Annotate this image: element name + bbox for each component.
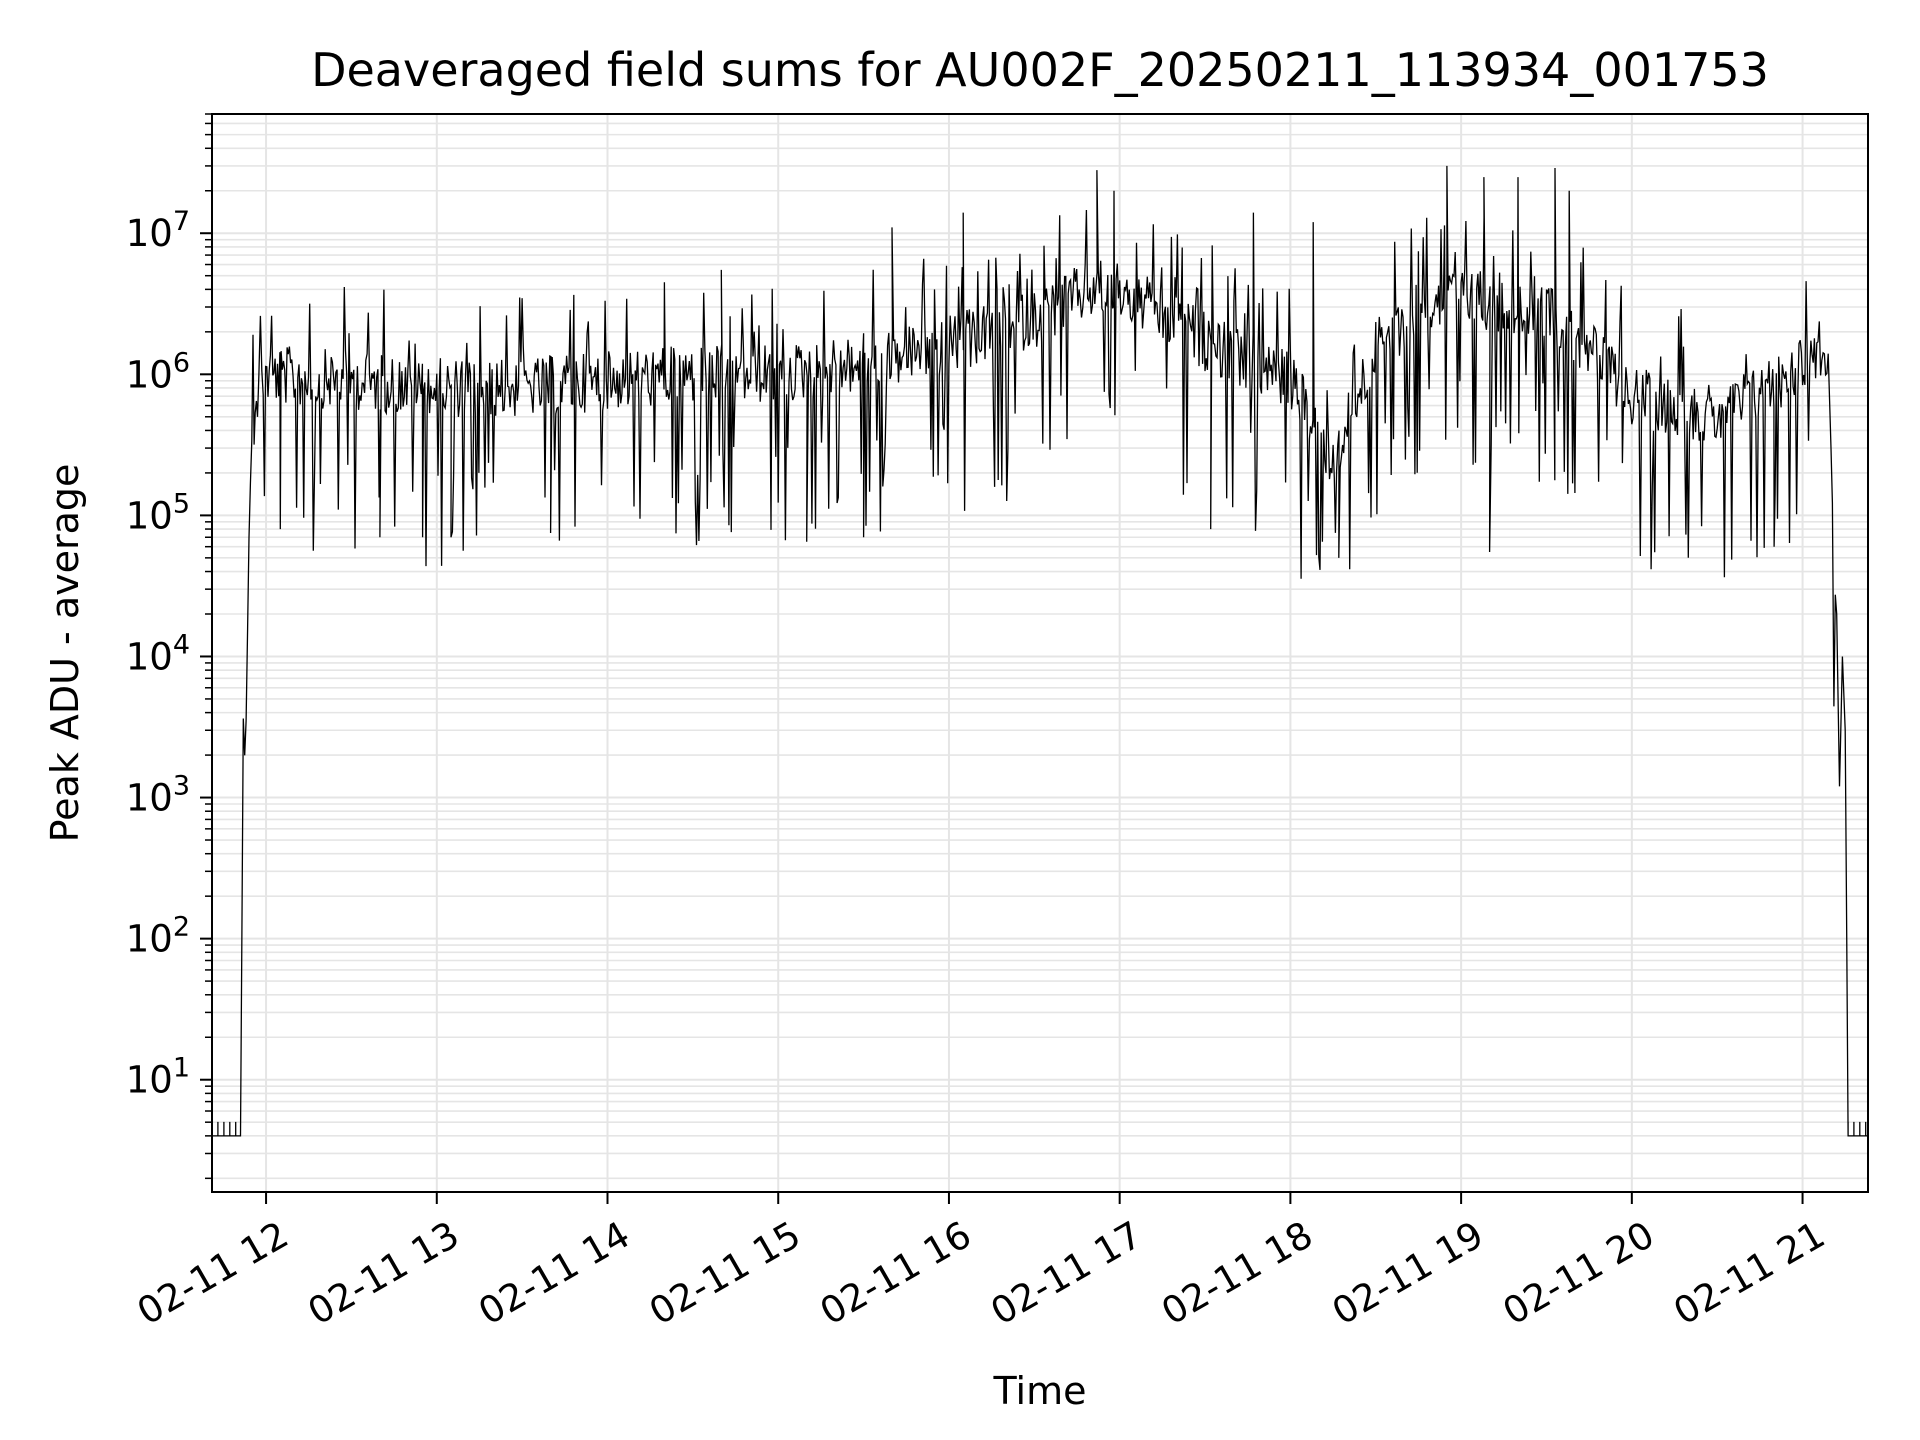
y-tick-base: 10 [126, 494, 173, 537]
y-tick-label: 105 [126, 488, 190, 537]
y-tick-exponent: 7 [173, 206, 190, 237]
y-tick-base: 10 [126, 1059, 173, 1102]
grid [212, 113, 1868, 1192]
y-tick-exponent: 1 [173, 1053, 190, 1084]
y-tick-label: 101 [126, 1053, 190, 1102]
y-tick-label: 107 [126, 206, 190, 255]
y-tick-label: 104 [126, 629, 190, 678]
y-tick-base: 10 [126, 212, 173, 255]
chart-title: Deaveraged field sums for AU002F_2025021… [311, 43, 1769, 97]
y-tick-exponent: 6 [173, 347, 190, 378]
y-tick-label: 103 [126, 771, 190, 820]
plot-frame [211, 113, 1869, 1193]
y-tick-base: 10 [126, 918, 173, 961]
y-tick-base: 10 [126, 353, 173, 396]
series-line [211, 165, 1868, 1137]
y-tick-exponent: 3 [173, 771, 190, 802]
y-tick-base: 10 [126, 635, 173, 678]
y-tick-label: 106 [126, 347, 190, 396]
y-tick-base: 10 [126, 777, 173, 820]
y-tick-exponent: 2 [173, 912, 190, 943]
y-tick-exponent: 4 [173, 629, 190, 660]
y-tick-label: 102 [126, 912, 190, 961]
series [211, 165, 1868, 1137]
x-axis-label: Time [993, 1369, 1087, 1413]
y-tick-exponent: 5 [173, 488, 190, 519]
y-axis-label: Peak ADU - average [43, 464, 87, 843]
